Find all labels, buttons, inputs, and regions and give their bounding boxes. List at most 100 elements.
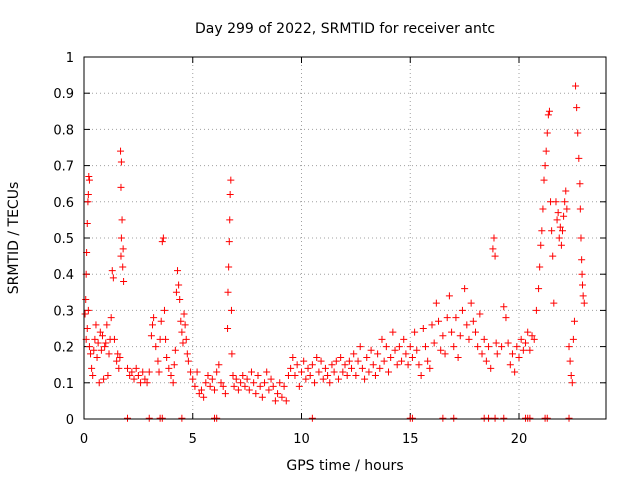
- data-point: [330, 368, 338, 376]
- data-point: [506, 361, 514, 369]
- data-point: [365, 368, 373, 376]
- data-point: [169, 379, 177, 387]
- data-point: [171, 346, 179, 354]
- data-point: [284, 372, 292, 380]
- plot-frame: [83, 56, 607, 420]
- data-point: [563, 205, 571, 213]
- data-point: [117, 158, 125, 166]
- data-point: [395, 343, 403, 351]
- data-point: [116, 353, 124, 361]
- data-point: [535, 285, 543, 293]
- data-point: [88, 364, 96, 372]
- data-point: [369, 361, 377, 369]
- data-point: [170, 361, 178, 369]
- data-point: [413, 346, 421, 354]
- data-point: [84, 191, 92, 199]
- data-point: [145, 368, 153, 376]
- data-point: [528, 332, 536, 340]
- data-point: [504, 339, 512, 347]
- x-tick-label: 5: [189, 432, 197, 447]
- data-point: [227, 306, 235, 314]
- data-point: [241, 382, 249, 390]
- data-point: [530, 335, 538, 343]
- data-point: [250, 379, 258, 387]
- data-point: [334, 375, 342, 383]
- data-point: [258, 393, 266, 401]
- data-point: [232, 375, 240, 383]
- data-point: [363, 353, 371, 361]
- y-tick-label: 0.4: [53, 268, 74, 283]
- data-point: [485, 343, 493, 351]
- data-point: [408, 353, 416, 361]
- data-point: [537, 241, 545, 249]
- data-point: [89, 372, 97, 380]
- data-point: [313, 353, 321, 361]
- data-point: [385, 368, 392, 376]
- data-point: [83, 325, 91, 332]
- data-point: [580, 299, 588, 307]
- data-point: [435, 317, 443, 325]
- data-point: [195, 390, 203, 398]
- y-tick-label: 0.3: [53, 304, 74, 319]
- data-point: [555, 234, 563, 242]
- data-point: [461, 285, 469, 293]
- data-point: [450, 414, 458, 422]
- data-point: [417, 372, 425, 380]
- data-point: [130, 375, 138, 383]
- data-point: [107, 314, 115, 322]
- data-point: [245, 386, 253, 394]
- data-point: [500, 414, 508, 422]
- data-point: [176, 296, 184, 304]
- data-point: [178, 328, 186, 336]
- data-point: [159, 234, 167, 242]
- data-point: [463, 321, 471, 329]
- data-point: [94, 339, 102, 347]
- data-point: [502, 314, 510, 322]
- data-point: [191, 382, 199, 390]
- data-point: [579, 281, 587, 289]
- data-point: [400, 335, 408, 343]
- data-point: [157, 317, 165, 325]
- x-axis-title: GPS time / hours: [286, 458, 403, 474]
- data-point: [117, 252, 125, 260]
- data-point: [441, 350, 449, 358]
- data-point: [469, 317, 477, 325]
- data-point: [120, 277, 128, 285]
- chart-title: Day 299 of 2022, SRMTID for receiver ant…: [195, 21, 495, 37]
- data-point: [167, 372, 175, 380]
- data-point: [82, 296, 90, 304]
- x-tick-label: 20: [511, 432, 528, 447]
- data-point: [200, 393, 208, 401]
- data-point: [424, 357, 432, 365]
- data-point: [237, 379, 245, 387]
- y-tick-label: 0.9: [53, 87, 74, 102]
- data-point: [393, 361, 401, 369]
- data-point: [524, 328, 532, 336]
- data-point: [114, 350, 122, 358]
- data-point: [485, 414, 493, 422]
- data-point: [374, 350, 382, 358]
- data-point: [549, 252, 557, 260]
- data-point: [103, 321, 111, 329]
- data-point: [445, 292, 453, 300]
- data-point: [228, 350, 236, 358]
- data-point: [443, 314, 451, 322]
- y-axis-title: SRMTID / TECUs: [6, 182, 22, 295]
- data-point: [415, 361, 423, 369]
- data-point: [280, 382, 288, 390]
- data-points: [81, 82, 588, 422]
- data-point: [552, 198, 560, 206]
- data-point: [319, 375, 327, 383]
- data-point: [81, 310, 89, 318]
- data-point: [119, 263, 127, 271]
- data-point: [85, 343, 93, 351]
- data-point: [543, 129, 551, 137]
- data-point: [356, 343, 364, 351]
- data-point: [565, 414, 573, 422]
- data-point: [428, 321, 436, 329]
- data-point: [358, 364, 366, 372]
- data-point: [573, 104, 581, 112]
- data-point: [271, 397, 279, 405]
- data-point: [526, 346, 534, 354]
- data-point: [263, 368, 271, 376]
